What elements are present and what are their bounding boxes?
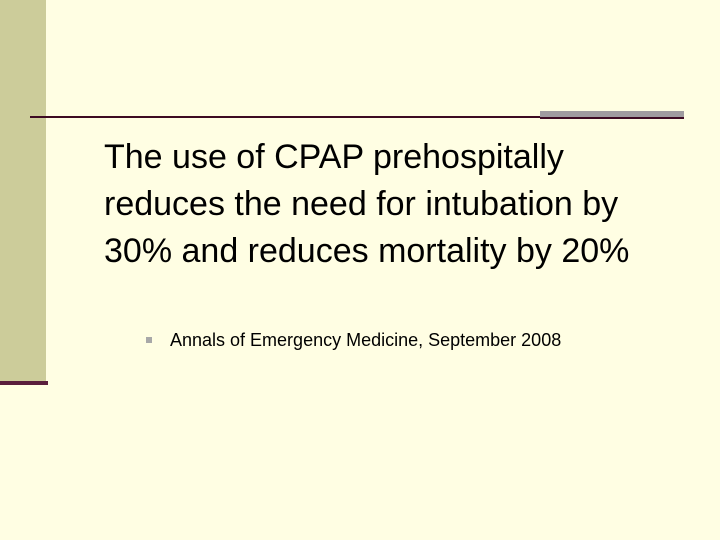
square-bullet-icon (146, 337, 152, 343)
divider-accent-underline (540, 117, 684, 119)
list-item: Annals of Emergency Medicine, September … (146, 328, 561, 352)
divider-accent-block (540, 111, 684, 118)
slide-body-text: The use of CPAP prehospitally reduces th… (104, 138, 630, 270)
title-divider-line (30, 116, 684, 118)
sidebar-bottom-edge (0, 381, 48, 385)
sidebar-decoration (0, 0, 46, 384)
citation-text: Annals of Emergency Medicine, September … (170, 329, 562, 350)
